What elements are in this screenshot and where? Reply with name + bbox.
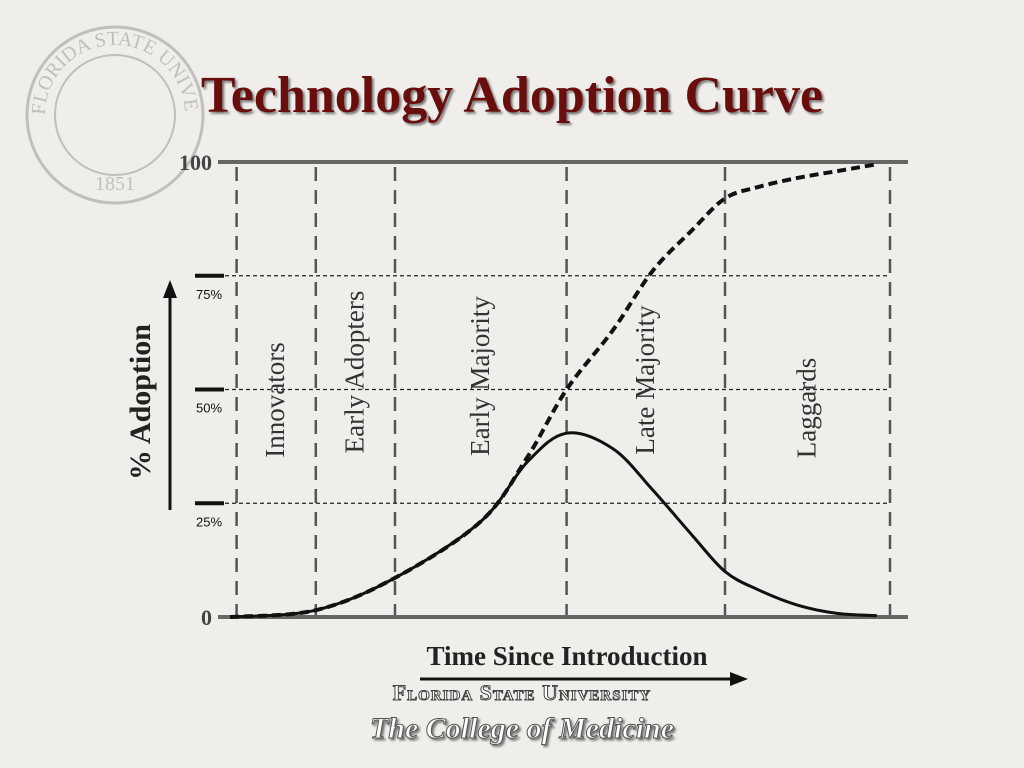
curve [229,431,877,619]
seal-year: 1851 [95,173,135,195]
x-arrowhead [730,672,748,686]
region-label: Innovators [260,342,290,457]
y-axis-label: % Adoption [124,324,157,480]
region-label: Early Adopters [339,291,369,454]
footer-university: Florida State University [393,680,652,705]
slide-title: Technology Adoption Curve [201,67,823,124]
y-tick-label: 75% [196,287,222,302]
region-label: Late Majority [630,305,660,455]
y-arrowhead [163,280,177,298]
region-label: Early Majority [465,296,495,456]
chart: 0 25% 50% 75% 100 Innovators Early Adopters Ear… [179,150,908,630]
footer-college: The College of Medicine [370,712,674,745]
region-label: Laggards [792,358,822,458]
y-tick-label: 100 [179,150,212,175]
y-tick-label: 50% [196,401,222,416]
y-tick-label: 25% [196,514,222,529]
y-tick-label: 0 [201,605,212,630]
x-axis-label: Time Since Introduction [426,641,707,671]
